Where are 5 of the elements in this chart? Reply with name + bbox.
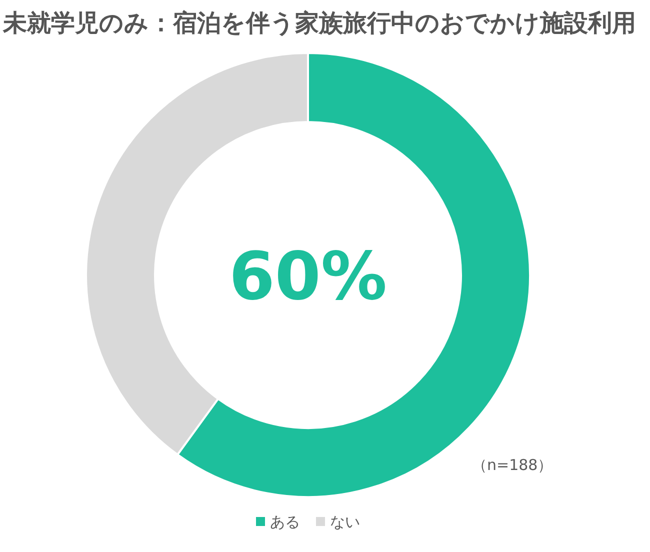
text: （n=188） [472, 456, 553, 474]
chart-title: 未就学児のみ：宿泊を伴う家族旅行中のおでかけ施設利用 [2, 9, 636, 37]
legend-label: ある [270, 513, 300, 531]
text: 60% [229, 238, 387, 315]
legend-label: ない [330, 513, 360, 531]
